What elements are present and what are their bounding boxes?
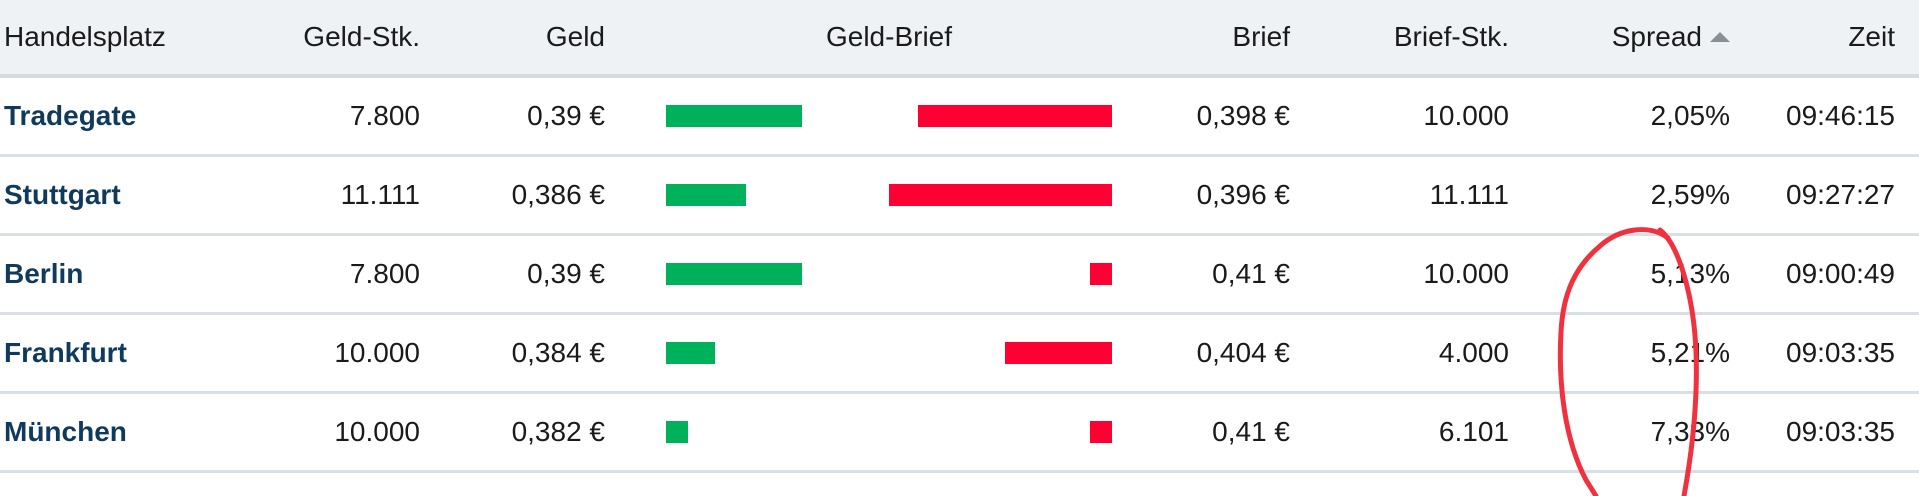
zeit-cell: 09:27:27 <box>1786 179 1895 210</box>
geld-bar <box>666 105 802 127</box>
spread-cell: 2,05% <box>1650 100 1730 131</box>
brief-cell: 0,398 € <box>1196 100 1290 131</box>
spread-cell: 2,59% <box>1650 179 1730 210</box>
brief-stk-cell: 10.000 <box>1423 100 1509 131</box>
table-row: München 10.000 0,382 € 0,41 € 6.101 7,33… <box>0 394 1919 473</box>
geld-cell: 0,386 € <box>511 179 605 210</box>
brief-cell: 0,41 € <box>1212 258 1290 289</box>
brief-bar <box>889 184 1112 206</box>
table-row: Frankfurt 10.000 0,384 € 0,404 € 4.000 5… <box>0 315 1919 394</box>
header-spread[interactable]: Spread <box>1612 0 1730 74</box>
zeit-cell: 09:03:35 <box>1786 337 1895 368</box>
header-brief-stk[interactable]: Brief-Stk. <box>1393 21 1509 52</box>
zeit-cell: 09:00:49 <box>1786 258 1895 289</box>
geld-stk-cell: 10.000 <box>334 337 420 368</box>
header-spread-label: Spread <box>1611 21 1702 52</box>
brief-bar <box>1090 263 1112 285</box>
geld-bar <box>666 184 746 206</box>
brief-bar <box>918 105 1112 127</box>
header-geld[interactable]: Geld <box>545 21 605 52</box>
brief-bar <box>1005 342 1112 364</box>
geld-bar <box>666 421 688 443</box>
sort-up-icon <box>1710 32 1730 42</box>
geld-cell: 0,39 € <box>527 258 605 289</box>
table-row: Tradegate 7.800 0,39 € 0,398 € 10.000 2,… <box>0 78 1919 157</box>
spread-cell: 5,13% <box>1650 258 1730 289</box>
header-zeit[interactable]: Zeit <box>1848 21 1895 52</box>
geld-stk-cell: 10.000 <box>334 416 420 447</box>
spread-cell: 5,21% <box>1650 337 1730 368</box>
geld-cell: 0,384 € <box>511 337 605 368</box>
header-geld-brief: Geld-Brief <box>825 21 953 52</box>
handelsplatz-link[interactable]: München <box>4 416 127 447</box>
handelsplatz-link[interactable]: Berlin <box>4 258 84 289</box>
table-row: Stuttgart 11.111 0,386 € 0,396 € 11.111 … <box>0 157 1919 236</box>
header-geld-stk[interactable]: Geld-Stk. <box>303 21 420 52</box>
brief-cell: 0,396 € <box>1196 179 1290 210</box>
header-brief[interactable]: Brief <box>1232 21 1290 52</box>
handelsplatz-link[interactable]: Tradegate <box>4 100 137 131</box>
brief-cell: 0,404 € <box>1196 337 1290 368</box>
zeit-cell: 09:46:15 <box>1786 100 1895 131</box>
geld-stk-cell: 7.800 <box>349 258 420 289</box>
brief-stk-cell: 10.000 <box>1423 258 1509 289</box>
brief-stk-cell: 6.101 <box>1438 416 1509 447</box>
zeit-cell: 09:03:35 <box>1786 416 1895 447</box>
geld-cell: 0,382 € <box>511 416 605 447</box>
geld-cell: 0,39 € <box>527 100 605 131</box>
geld-stk-cell: 11.111 <box>340 179 420 210</box>
brief-stk-cell: 11.111 <box>1429 179 1509 210</box>
spread-cell: 7,33% <box>1650 416 1730 447</box>
table-header: Handelsplatz Geld-Stk. Geld Geld-Brief B… <box>0 0 1919 78</box>
handelsplatz-link[interactable]: Stuttgart <box>4 179 121 210</box>
table-row: Berlin 7.800 0,39 € 0,41 € 10.000 5,13% … <box>0 236 1919 315</box>
geld-bar <box>666 263 802 285</box>
geld-bar <box>666 342 715 364</box>
geld-stk-cell: 7.800 <box>349 100 420 131</box>
brief-bar <box>1090 421 1112 443</box>
handelsplatz-link[interactable]: Frankfurt <box>4 337 127 368</box>
header-handelsplatz[interactable]: Handelsplatz <box>4 21 166 52</box>
brief-stk-cell: 4.000 <box>1438 337 1509 368</box>
brief-cell: 0,41 € <box>1212 416 1290 447</box>
